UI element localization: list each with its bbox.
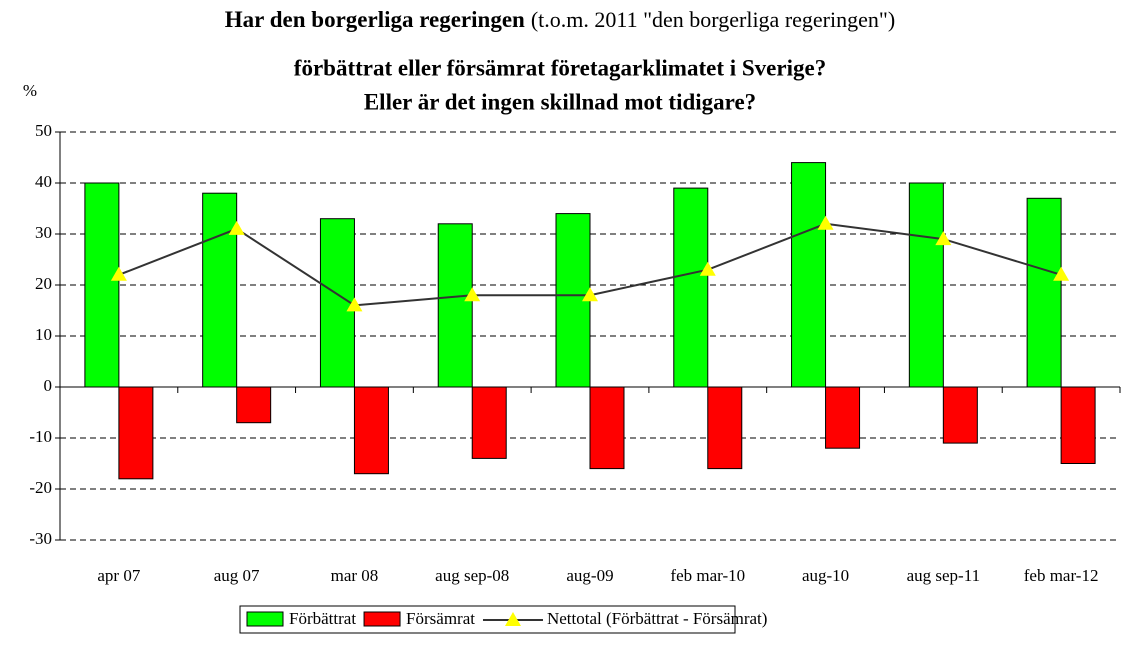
legend-label: Nettotal (Förbättrat - Försämrat) <box>547 609 767 628</box>
bar <box>589 386 625 470</box>
bar <box>673 187 709 388</box>
chart-title: Eller är det ingen skillnad mot tidigare… <box>364 89 756 114</box>
legend: Förbättrat Försämrat Nettotal (Förbättrat … <box>239 605 767 634</box>
x-tick-label: apr 07 <box>97 566 140 585</box>
bar <box>707 386 743 470</box>
x-tick-label: feb mar-12 <box>1024 566 1099 585</box>
x-tick-label: aug-10 <box>802 566 849 585</box>
marker <box>817 215 834 230</box>
marker <box>935 231 952 246</box>
y-tick-label: -10 <box>29 427 52 446</box>
y-tick-label: -30 <box>29 529 52 548</box>
x-tick-label: mar 08 <box>331 566 379 585</box>
bar <box>353 386 389 475</box>
x-tick-label: aug 07 <box>214 566 260 585</box>
legend-label: Försämrat <box>406 609 475 628</box>
marker <box>110 266 127 281</box>
legend-swatch <box>246 611 284 627</box>
marker <box>346 297 363 312</box>
bar <box>1060 386 1096 464</box>
y-tick-label: 10 <box>35 325 52 344</box>
y-axis-label: % <box>23 81 37 100</box>
bar <box>1026 197 1062 388</box>
x-tick-label: aug-09 <box>566 566 613 585</box>
marker <box>582 287 598 302</box>
bar <box>791 162 827 388</box>
marker <box>1053 266 1070 281</box>
bar <box>942 386 978 444</box>
title-normal: (t.o.m. 2011 "den borgerliga regeringen"… <box>531 7 895 32</box>
bar <box>825 386 861 449</box>
bar <box>202 192 238 388</box>
y-tick-label: 0 <box>44 376 53 395</box>
y-tick-label: 40 <box>35 172 52 191</box>
marker <box>699 261 716 276</box>
legend-swatch <box>363 611 401 627</box>
title-bold: Har den borgerliga regeringen <box>225 7 525 32</box>
bar <box>118 386 154 480</box>
marker <box>464 287 481 302</box>
legend-label: Förbättrat <box>289 609 356 628</box>
chart-title: Har den borgerliga regeringen (t.o.m. 201… <box>225 7 895 32</box>
x-tick-label: feb mar-10 <box>670 566 745 585</box>
x-tick-label: aug sep-11 <box>907 566 981 585</box>
y-tick-label: -20 <box>29 478 52 497</box>
bar <box>84 182 120 388</box>
bar <box>236 386 272 424</box>
bar <box>908 182 944 388</box>
chart-title: förbättrat eller försämrat företagarklim… <box>294 55 826 80</box>
y-tick-label: 50 <box>35 121 52 140</box>
bar <box>471 386 507 459</box>
marker <box>228 220 245 235</box>
x-tick-label: aug sep-08 <box>435 566 509 585</box>
y-tick-label: 20 <box>35 274 52 293</box>
y-tick-label: 30 <box>35 223 52 242</box>
legend-swatch <box>504 612 521 626</box>
bar <box>437 223 473 388</box>
